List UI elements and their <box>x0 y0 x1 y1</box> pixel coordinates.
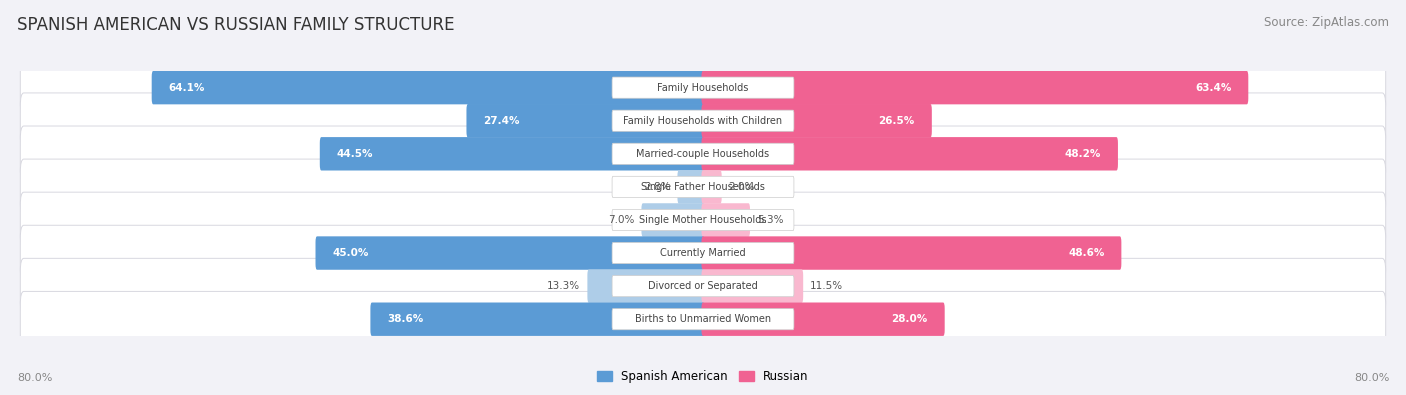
FancyBboxPatch shape <box>20 258 1386 314</box>
FancyBboxPatch shape <box>20 93 1386 149</box>
Text: Source: ZipAtlas.com: Source: ZipAtlas.com <box>1264 16 1389 29</box>
FancyBboxPatch shape <box>315 236 704 270</box>
Text: Single Father Households: Single Father Households <box>641 182 765 192</box>
FancyBboxPatch shape <box>702 137 1118 171</box>
Text: 27.4%: 27.4% <box>484 116 520 126</box>
FancyBboxPatch shape <box>612 276 794 297</box>
Text: Currently Married: Currently Married <box>661 248 745 258</box>
FancyBboxPatch shape <box>612 209 794 231</box>
FancyBboxPatch shape <box>20 159 1386 214</box>
FancyBboxPatch shape <box>370 303 704 336</box>
FancyBboxPatch shape <box>702 236 1122 270</box>
Legend: Spanish American, Russian: Spanish American, Russian <box>593 366 813 388</box>
FancyBboxPatch shape <box>20 225 1386 281</box>
FancyBboxPatch shape <box>612 110 794 131</box>
Text: 2.8%: 2.8% <box>644 182 671 192</box>
FancyBboxPatch shape <box>702 203 749 237</box>
Text: 44.5%: 44.5% <box>337 149 373 159</box>
FancyBboxPatch shape <box>612 176 794 198</box>
FancyBboxPatch shape <box>641 203 704 237</box>
Text: 13.3%: 13.3% <box>547 281 581 291</box>
Text: 45.0%: 45.0% <box>332 248 368 258</box>
Text: 28.0%: 28.0% <box>891 314 928 324</box>
FancyBboxPatch shape <box>678 170 704 203</box>
FancyBboxPatch shape <box>319 137 704 171</box>
Text: Family Households with Children: Family Households with Children <box>623 116 783 126</box>
FancyBboxPatch shape <box>20 292 1386 347</box>
FancyBboxPatch shape <box>20 60 1386 115</box>
Text: 63.4%: 63.4% <box>1195 83 1232 93</box>
Text: 7.0%: 7.0% <box>607 215 634 225</box>
FancyBboxPatch shape <box>702 303 945 336</box>
Text: 5.3%: 5.3% <box>756 215 783 225</box>
Text: 2.0%: 2.0% <box>728 182 755 192</box>
FancyBboxPatch shape <box>588 269 704 303</box>
Text: Married-couple Households: Married-couple Households <box>637 149 769 159</box>
FancyBboxPatch shape <box>20 192 1386 248</box>
FancyBboxPatch shape <box>612 77 794 98</box>
FancyBboxPatch shape <box>467 104 704 137</box>
Text: 80.0%: 80.0% <box>1354 373 1389 383</box>
Text: Single Mother Households: Single Mother Households <box>640 215 766 225</box>
Text: Births to Unmarried Women: Births to Unmarried Women <box>636 314 770 324</box>
FancyBboxPatch shape <box>152 71 704 104</box>
FancyBboxPatch shape <box>20 126 1386 182</box>
FancyBboxPatch shape <box>702 170 721 203</box>
FancyBboxPatch shape <box>702 269 803 303</box>
Text: 38.6%: 38.6% <box>388 314 423 324</box>
Text: 48.2%: 48.2% <box>1064 149 1101 159</box>
Text: SPANISH AMERICAN VS RUSSIAN FAMILY STRUCTURE: SPANISH AMERICAN VS RUSSIAN FAMILY STRUC… <box>17 16 454 34</box>
Text: 64.1%: 64.1% <box>169 83 205 93</box>
Text: 48.6%: 48.6% <box>1069 248 1104 258</box>
Text: Divorced or Separated: Divorced or Separated <box>648 281 758 291</box>
FancyBboxPatch shape <box>612 143 794 164</box>
FancyBboxPatch shape <box>612 308 794 330</box>
FancyBboxPatch shape <box>702 104 932 137</box>
Text: 80.0%: 80.0% <box>17 373 52 383</box>
Text: Family Households: Family Households <box>658 83 748 93</box>
FancyBboxPatch shape <box>612 243 794 263</box>
FancyBboxPatch shape <box>702 71 1249 104</box>
Text: 11.5%: 11.5% <box>810 281 844 291</box>
Text: 26.5%: 26.5% <box>879 116 915 126</box>
